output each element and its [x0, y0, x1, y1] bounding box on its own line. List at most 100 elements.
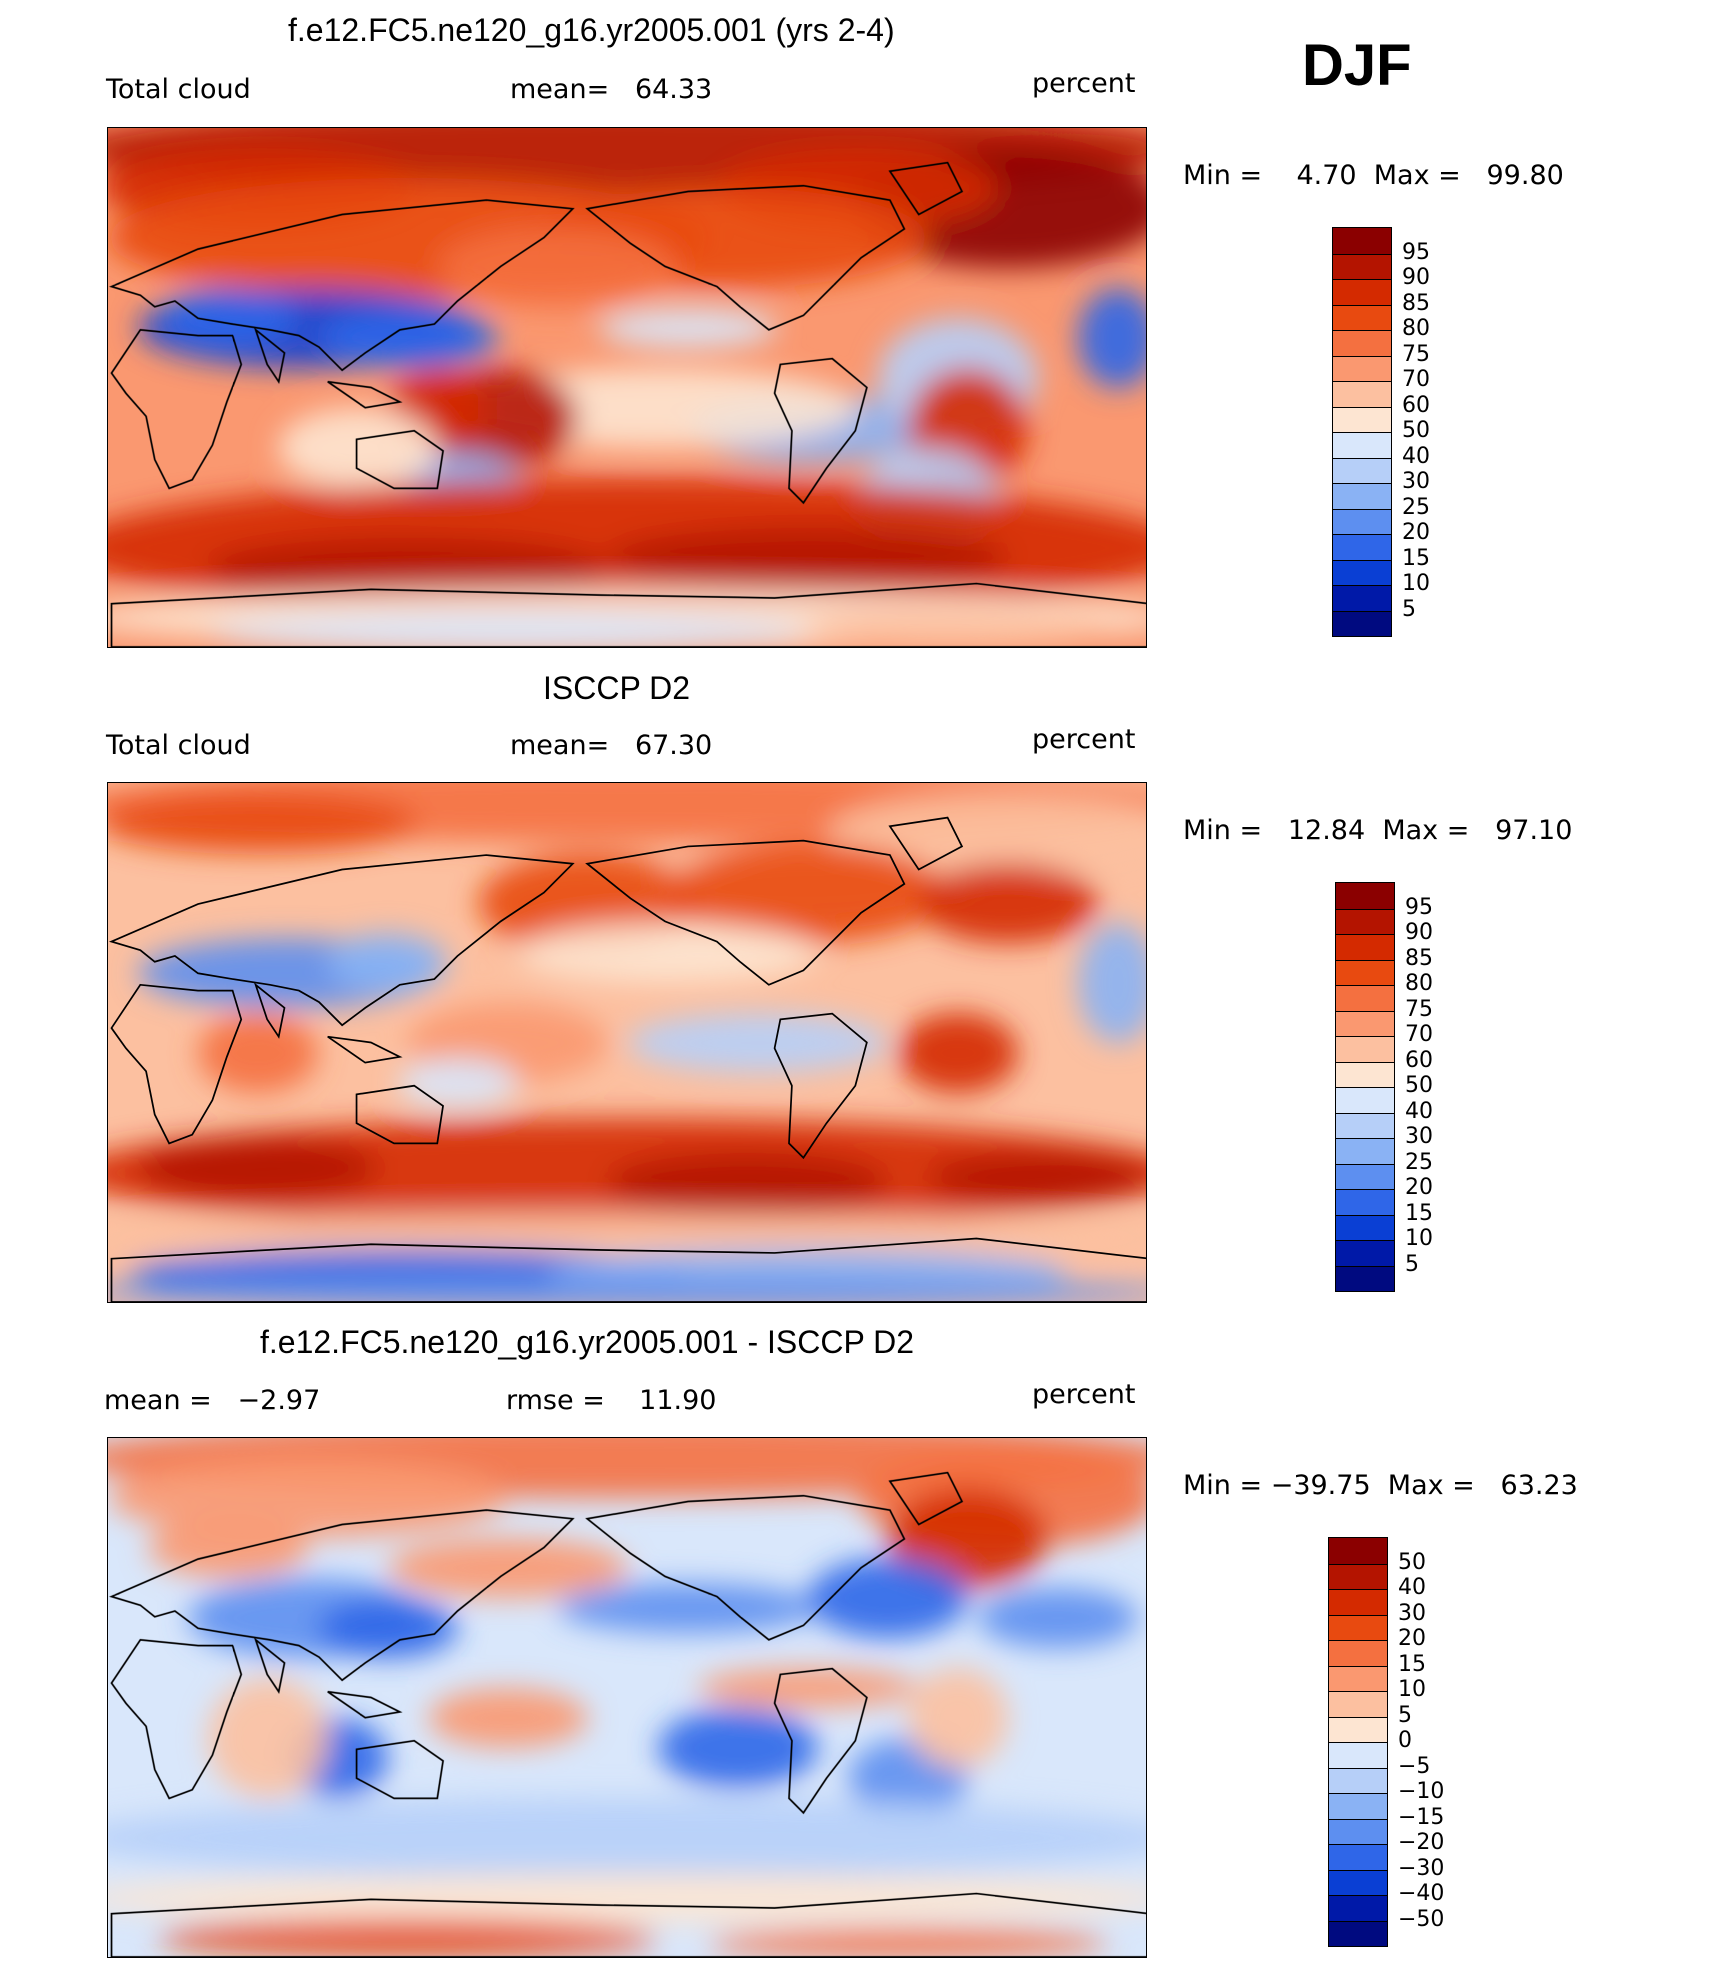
colorbar-segment — [1336, 934, 1394, 960]
colorbar-tick-label: 90 — [1402, 265, 1430, 290]
coastline — [110, 582, 1146, 647]
colorbar-segment — [1329, 1818, 1387, 1844]
colorbar-tick-label: 5 — [1405, 1251, 1419, 1277]
field-region — [598, 308, 778, 348]
colorbar-tick-label: 80 — [1402, 316, 1430, 341]
colorbar-tick-label: 20 — [1405, 1175, 1433, 1200]
panel-1-title: f.e12.FC5.ne120_g16.yr2005.001 (yrs 2-4) — [288, 12, 895, 48]
colorbar-tick-label: 0 — [1398, 1728, 1412, 1753]
season-label: DJF — [1302, 33, 1412, 98]
panel-2-variable-label: Total cloud — [106, 730, 251, 761]
colorbar-segment — [1329, 1640, 1387, 1666]
colorbar-tick-label: 75 — [1405, 996, 1433, 1022]
coastline — [773, 1667, 868, 1815]
coastline — [585, 839, 906, 986]
colorbar-tick-label: 85 — [1402, 290, 1430, 316]
colorbar-segment — [1329, 1665, 1387, 1691]
field-region — [928, 1153, 1146, 1203]
colorbar-segment — [1329, 1538, 1387, 1564]
coastline — [888, 1471, 964, 1526]
colorbar-segment — [1333, 279, 1391, 305]
colorbar-segment — [1333, 304, 1391, 330]
colorbar-segment — [1329, 1563, 1387, 1589]
cloud-field — [108, 128, 1146, 647]
colorbar-tick-label: 50 — [1402, 418, 1430, 443]
colorbar-segment — [1329, 1589, 1387, 1615]
colorbar-segment — [1333, 559, 1391, 585]
colorbar-tick-label: −20 — [1398, 1830, 1445, 1855]
colorbar-tick-label: 5 — [1398, 1702, 1412, 1728]
colorbar-tick-label: −5 — [1398, 1753, 1431, 1779]
colorbar-segment — [1333, 406, 1391, 432]
colorbar-tick-label: −10 — [1398, 1779, 1445, 1804]
colorbar-tick-label: 40 — [1405, 1098, 1433, 1124]
colorbar-segment — [1333, 457, 1391, 483]
field-region — [428, 1688, 588, 1748]
coastlines — [108, 816, 1146, 1302]
colorbar-tick-label: 40 — [1398, 1575, 1426, 1600]
coastline — [253, 982, 286, 1039]
colorbar-tick-label: 40 — [1402, 443, 1430, 469]
colorbar-segment — [1329, 1793, 1387, 1819]
field-region — [658, 1708, 818, 1788]
field-region — [708, 1928, 1108, 1957]
colorbar-segment — [1336, 908, 1394, 934]
field-region — [898, 1013, 1018, 1093]
colorbar-tick-label: 10 — [1398, 1677, 1426, 1702]
coastline — [773, 357, 868, 505]
field-region — [978, 1588, 1138, 1648]
colorbar-segment — [1333, 534, 1391, 560]
colorbar-tick-label: 25 — [1402, 494, 1430, 520]
colorbar-segment — [1336, 1112, 1394, 1138]
colorbar-tick-label: 90 — [1405, 920, 1433, 945]
colorbar-tick-label: 60 — [1405, 1047, 1433, 1073]
colorbar-box — [1332, 227, 1392, 637]
field-region — [108, 1873, 1146, 1923]
colorbar-tick-label: 85 — [1405, 945, 1433, 971]
field-region — [208, 613, 808, 647]
colorbar-segment — [1336, 1087, 1394, 1113]
panel-1-map — [107, 127, 1147, 648]
colorbar-segment — [1336, 1061, 1394, 1087]
colorbar-segment — [1333, 585, 1391, 611]
colorbar-segment — [1336, 985, 1394, 1011]
colorbar-tick-label: 70 — [1402, 367, 1430, 392]
field-region — [558, 1583, 818, 1633]
colorbar-tick-label: 25 — [1405, 1149, 1433, 1175]
field-region — [438, 228, 678, 308]
colorbar-segment — [1329, 1716, 1387, 1742]
field-region — [148, 1518, 308, 1578]
colorbar-segment — [1336, 959, 1394, 985]
coastline — [585, 1494, 906, 1641]
panel-2-map — [107, 782, 1147, 1303]
field-region — [1078, 288, 1146, 388]
colorbar-tick-label: 70 — [1405, 1022, 1433, 1047]
field-region — [518, 923, 818, 983]
colorbar-tick-label: −15 — [1398, 1804, 1445, 1830]
field-region — [608, 1153, 888, 1213]
field-region — [388, 1538, 628, 1598]
colorbar-segment — [1336, 1189, 1394, 1215]
field-region — [398, 1058, 518, 1108]
coastline — [888, 816, 964, 871]
field-region — [108, 793, 418, 853]
colorbar-segment — [1333, 253, 1391, 279]
colorbar-tick-label: 50 — [1405, 1073, 1433, 1098]
colorbar-segment — [1329, 1920, 1387, 1946]
panel-3-units-label: percent — [1032, 1379, 1136, 1410]
field-region — [918, 863, 1098, 943]
colorbar-tick-label: 10 — [1402, 571, 1430, 596]
panel-3-mean-label: mean = −2.97 — [104, 1385, 321, 1416]
colorbar-segment — [1329, 1869, 1387, 1895]
field-region — [158, 288, 298, 348]
coastline — [110, 1638, 243, 1800]
colorbar-tick-label: −30 — [1398, 1855, 1445, 1881]
field-region — [318, 308, 498, 368]
field-region — [198, 1013, 318, 1093]
panel-2-minmax: Min = 12.84 Max = 97.10 — [1183, 815, 1573, 846]
coastlines — [108, 1471, 1146, 1957]
panel-1-mean-label: mean= 64.33 — [510, 74, 713, 105]
field-region — [1078, 923, 1146, 1043]
colorbar-segment — [1329, 1614, 1387, 1640]
colorbar-segment — [1336, 1163, 1394, 1189]
